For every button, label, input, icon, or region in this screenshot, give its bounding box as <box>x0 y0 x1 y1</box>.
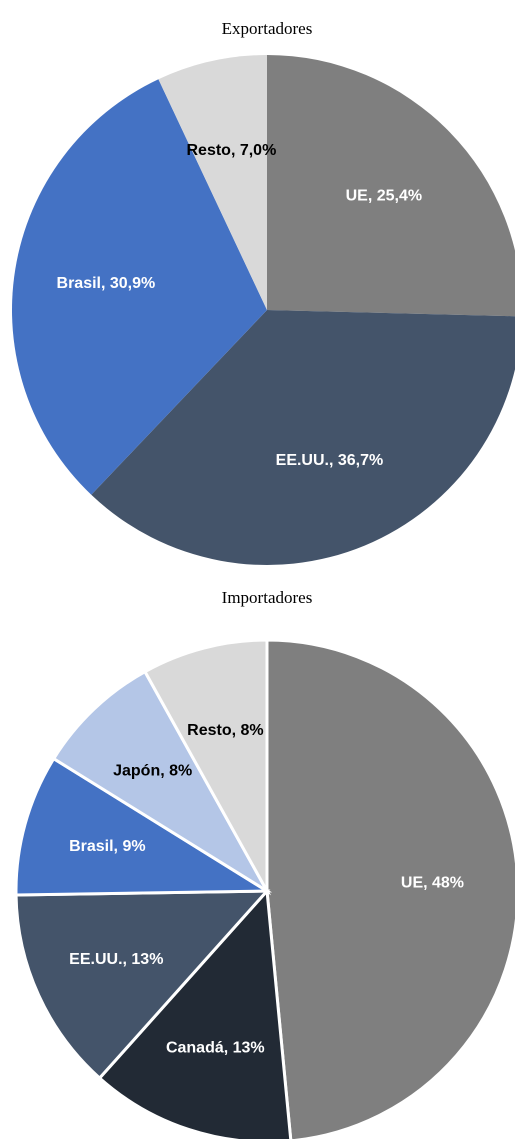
data-label: Resto, 7,0% <box>186 142 276 159</box>
data-label: EE.UU., 13% <box>69 951 163 968</box>
chart-title: Importadores <box>222 588 313 607</box>
data-label: UE, 48% <box>401 874 464 891</box>
data-label: Japón, 8% <box>113 762 192 779</box>
data-label: UE, 25,4% <box>346 187 422 204</box>
pie-slice <box>267 55 515 317</box>
pie-slice <box>158 55 267 310</box>
pie-slice <box>14 889 271 1081</box>
data-label: Brasil, 9% <box>69 838 145 855</box>
pie-slice <box>97 887 293 1139</box>
pie-slice <box>91 310 515 565</box>
pie-slice <box>51 669 272 896</box>
pie-slice <box>142 638 269 897</box>
data-label: Resto, 8% <box>187 722 263 739</box>
data-label: Canadá, 13% <box>166 1040 265 1057</box>
pie-slice <box>265 638 515 1139</box>
pie-slice <box>11 79 267 495</box>
data-label: Brasil, 30,9% <box>57 275 156 292</box>
chart-title: Exportadores <box>222 19 313 38</box>
pie-slice <box>14 756 273 897</box>
data-label: EE.UU., 36,7% <box>276 452 384 469</box>
